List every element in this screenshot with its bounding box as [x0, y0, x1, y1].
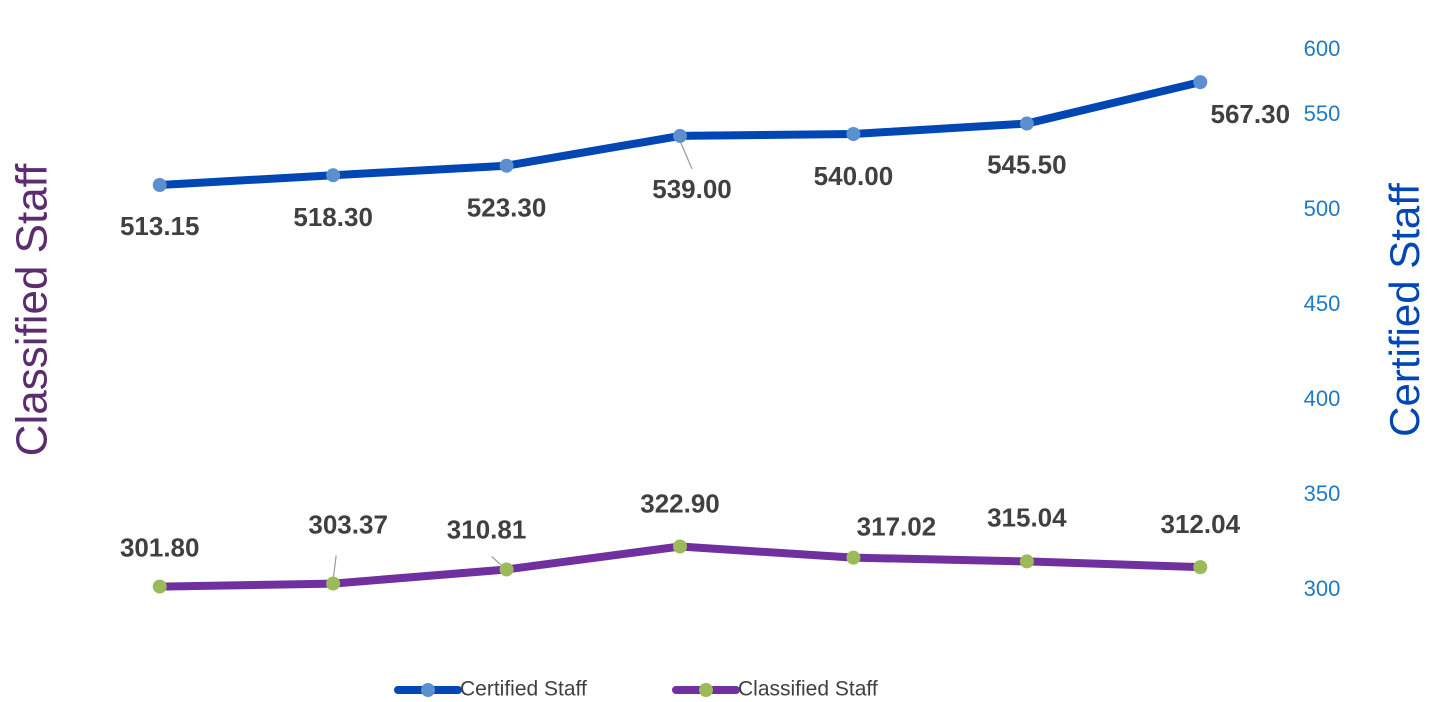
marker — [673, 128, 687, 143]
leader-line — [491, 556, 502, 566]
data-label: 539.00 — [652, 174, 732, 204]
marker — [846, 550, 861, 565]
marker — [326, 168, 341, 183]
data-label: 301.80 — [120, 532, 200, 562]
y2-tick-label: 500 — [1304, 196, 1341, 221]
data-label: 567.30 — [1211, 99, 1291, 129]
marker — [1193, 75, 1208, 90]
data-label: 545.50 — [987, 149, 1067, 179]
y2-tick-label: 550 — [1304, 101, 1341, 126]
data-label: 315.04 — [987, 502, 1067, 532]
data-label: 303.37 — [308, 509, 388, 539]
marker — [673, 539, 687, 554]
y2-tick-label: 300 — [1304, 576, 1341, 601]
data-label: 513.15 — [120, 211, 200, 241]
marker — [152, 178, 167, 193]
data-label: 322.90 — [640, 488, 720, 518]
marker — [1019, 116, 1034, 131]
y2-axis-label: Certified Staff — [1381, 183, 1428, 437]
data-label: 540.00 — [814, 161, 894, 191]
legend-label: Certified Staff — [460, 678, 587, 701]
marker — [499, 562, 514, 577]
y-axis-label: Classified Staff — [8, 163, 57, 456]
marker — [846, 127, 861, 141]
data-label: 523.30 — [467, 193, 547, 223]
leader-line — [332, 555, 337, 580]
marker — [499, 158, 514, 173]
y2-tick-label: 450 — [1304, 291, 1341, 316]
leader-line — [679, 140, 693, 170]
marker — [1019, 554, 1034, 569]
y2-tick-label: 600 — [1304, 36, 1341, 61]
legend-marker — [699, 683, 713, 697]
marker — [326, 576, 341, 591]
data-label: 518.30 — [293, 202, 373, 232]
legend-label: Classified Staff — [738, 678, 878, 701]
data-label: 310.81 — [447, 514, 527, 544]
legend-marker — [421, 683, 435, 697]
marker — [1193, 560, 1208, 575]
y2-tick-label: 350 — [1304, 481, 1341, 506]
data-label: 317.02 — [857, 512, 937, 542]
data-label: 312.04 — [1161, 509, 1241, 539]
y2-tick-label: 400 — [1304, 386, 1341, 411]
marker — [152, 579, 167, 594]
